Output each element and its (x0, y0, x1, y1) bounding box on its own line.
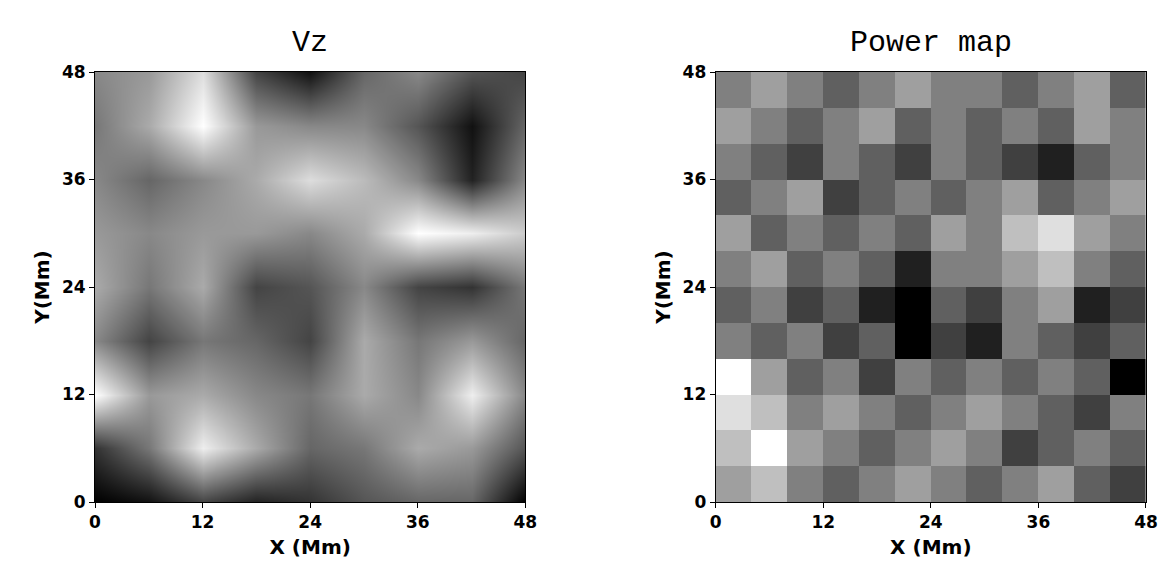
svg-text:12: 12 (191, 512, 215, 532)
svg-text:X (Mm): X (Mm) (269, 535, 350, 559)
svg-text:24: 24 (298, 512, 322, 532)
svg-text:Power map: Power map (850, 26, 1012, 60)
svg-text:X (Mm): X (Mm) (890, 535, 971, 559)
svg-text:0: 0 (74, 492, 86, 512)
svg-text:0: 0 (89, 512, 101, 532)
svg-text:48: 48 (62, 62, 86, 82)
svg-text:Y(Mm): Y(Mm) (651, 250, 675, 325)
svg-text:0: 0 (710, 512, 722, 532)
svg-text:12: 12 (62, 384, 86, 404)
svg-text:Y(Mm): Y(Mm) (30, 250, 54, 325)
svg-text:48: 48 (1134, 512, 1158, 532)
svg-text:24: 24 (62, 277, 86, 297)
svg-text:36: 36 (683, 169, 707, 189)
svg-text:36: 36 (406, 512, 430, 532)
svg-text:48: 48 (514, 512, 538, 532)
svg-text:0: 0 (694, 492, 706, 512)
svg-text:12: 12 (683, 384, 707, 404)
svg-text:24: 24 (683, 277, 707, 297)
svg-text:12: 12 (811, 512, 835, 532)
svg-text:48: 48 (683, 62, 707, 82)
svg-text:36: 36 (1027, 512, 1051, 532)
svg-text:Vz: Vz (292, 26, 328, 60)
svg-text:36: 36 (62, 169, 86, 189)
svg-text:24: 24 (919, 512, 943, 532)
